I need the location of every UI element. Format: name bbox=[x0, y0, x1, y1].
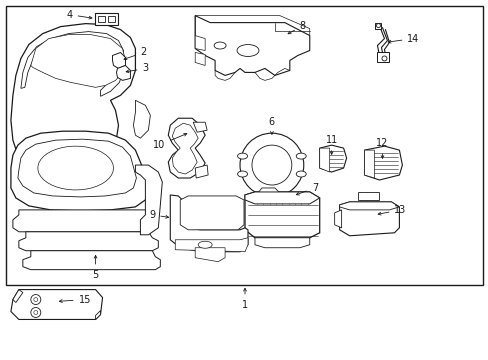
Text: 7: 7 bbox=[296, 183, 317, 195]
Polygon shape bbox=[31, 35, 125, 87]
Text: 15: 15 bbox=[60, 294, 91, 305]
Polygon shape bbox=[319, 148, 329, 172]
Polygon shape bbox=[13, 210, 155, 232]
Polygon shape bbox=[319, 145, 346, 172]
Text: 4: 4 bbox=[66, 10, 92, 20]
Polygon shape bbox=[175, 238, 247, 252]
Text: 10: 10 bbox=[153, 134, 186, 150]
Circle shape bbox=[31, 294, 41, 305]
Polygon shape bbox=[11, 24, 135, 175]
Polygon shape bbox=[107, 15, 114, 22]
Ellipse shape bbox=[296, 153, 305, 159]
Circle shape bbox=[34, 298, 38, 302]
Circle shape bbox=[31, 307, 41, 318]
Polygon shape bbox=[23, 251, 160, 270]
Polygon shape bbox=[11, 131, 148, 211]
Polygon shape bbox=[195, 15, 309, 75]
Polygon shape bbox=[244, 192, 319, 204]
Polygon shape bbox=[357, 192, 379, 200]
Text: 8: 8 bbox=[287, 21, 305, 34]
Polygon shape bbox=[112, 53, 125, 68]
Text: 9: 9 bbox=[149, 210, 168, 220]
Polygon shape bbox=[339, 202, 399, 236]
Polygon shape bbox=[195, 248, 224, 262]
Ellipse shape bbox=[237, 153, 247, 159]
Circle shape bbox=[240, 133, 303, 197]
Polygon shape bbox=[375, 23, 381, 28]
Polygon shape bbox=[244, 192, 319, 238]
Circle shape bbox=[251, 145, 291, 185]
Text: 5: 5 bbox=[92, 256, 99, 280]
Circle shape bbox=[34, 310, 38, 315]
Polygon shape bbox=[95, 310, 101, 319]
Polygon shape bbox=[116, 66, 130, 80]
Text: 11: 11 bbox=[325, 135, 337, 154]
Text: 1: 1 bbox=[242, 288, 247, 310]
Polygon shape bbox=[172, 123, 198, 174]
Polygon shape bbox=[170, 195, 247, 252]
Polygon shape bbox=[195, 165, 208, 178]
Polygon shape bbox=[364, 146, 402, 180]
Ellipse shape bbox=[237, 171, 247, 177]
Polygon shape bbox=[195, 36, 205, 50]
Circle shape bbox=[376, 24, 380, 28]
Text: 2: 2 bbox=[124, 48, 146, 60]
Circle shape bbox=[381, 56, 386, 61]
Polygon shape bbox=[18, 139, 136, 197]
Polygon shape bbox=[94, 13, 118, 24]
Polygon shape bbox=[133, 100, 150, 138]
Polygon shape bbox=[258, 188, 279, 202]
Polygon shape bbox=[377, 53, 388, 62]
Polygon shape bbox=[364, 150, 374, 178]
Polygon shape bbox=[339, 202, 399, 210]
Text: 6: 6 bbox=[268, 117, 274, 134]
Text: 12: 12 bbox=[375, 138, 388, 158]
Ellipse shape bbox=[214, 42, 225, 49]
Polygon shape bbox=[11, 289, 102, 319]
Text: 3: 3 bbox=[126, 63, 148, 73]
Polygon shape bbox=[135, 165, 162, 235]
Polygon shape bbox=[21, 32, 123, 96]
Polygon shape bbox=[19, 232, 158, 251]
Polygon shape bbox=[193, 122, 207, 132]
Polygon shape bbox=[254, 238, 309, 248]
Polygon shape bbox=[195, 53, 205, 66]
Polygon shape bbox=[13, 289, 23, 302]
Polygon shape bbox=[98, 15, 104, 22]
Ellipse shape bbox=[237, 45, 259, 57]
Polygon shape bbox=[168, 118, 205, 178]
Polygon shape bbox=[180, 196, 244, 230]
Polygon shape bbox=[38, 146, 113, 190]
Text: 13: 13 bbox=[377, 205, 406, 215]
Polygon shape bbox=[334, 210, 341, 228]
Ellipse shape bbox=[296, 171, 305, 177]
Text: 14: 14 bbox=[387, 33, 419, 44]
Ellipse shape bbox=[198, 241, 212, 248]
